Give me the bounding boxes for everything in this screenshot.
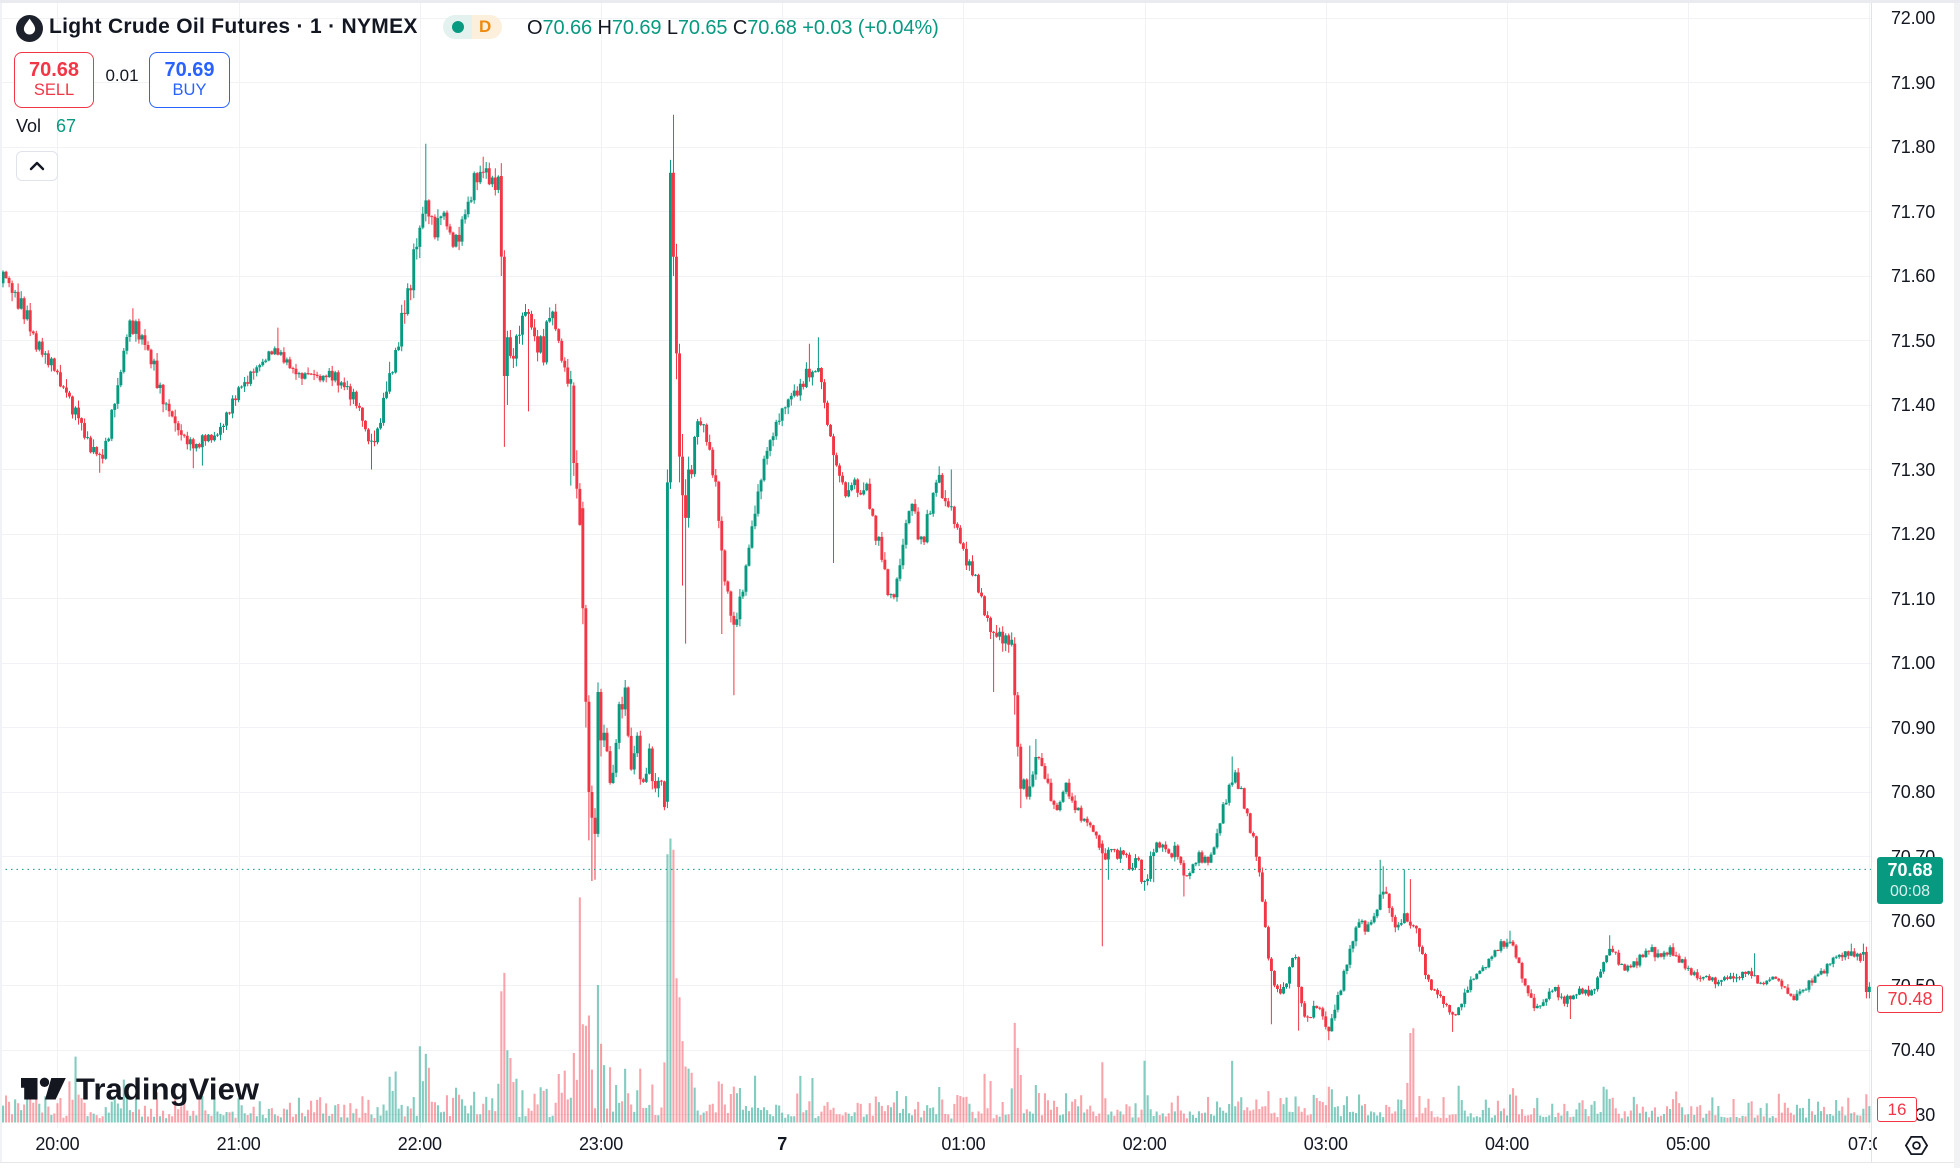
svg-text:TradingView: TradingView [76, 1072, 260, 1107]
